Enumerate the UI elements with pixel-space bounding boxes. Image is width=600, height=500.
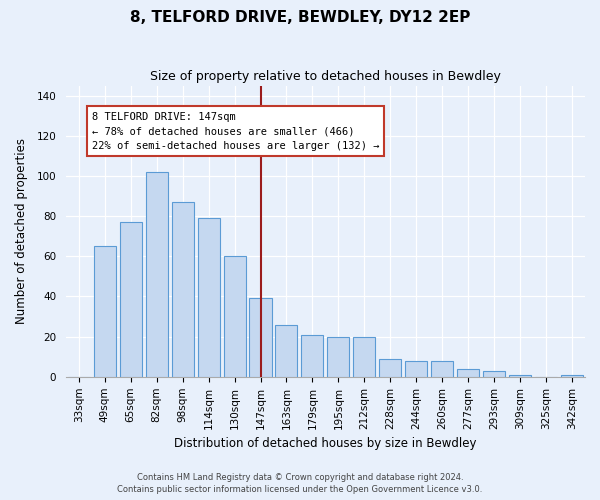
X-axis label: Distribution of detached houses by size in Bewdley: Distribution of detached houses by size …: [174, 437, 476, 450]
Bar: [353, 336, 376, 377]
Bar: [172, 202, 194, 377]
Text: Contains HM Land Registry data © Crown copyright and database right 2024.
Contai: Contains HM Land Registry data © Crown c…: [118, 473, 482, 494]
Bar: [328, 336, 349, 377]
Bar: [275, 324, 298, 377]
Bar: [483, 371, 505, 377]
Title: Size of property relative to detached houses in Bewdley: Size of property relative to detached ho…: [150, 70, 501, 83]
Bar: [431, 360, 453, 377]
Bar: [146, 172, 167, 377]
Bar: [224, 256, 245, 377]
Bar: [250, 298, 272, 377]
Bar: [197, 218, 220, 377]
Bar: [94, 246, 116, 377]
Text: 8 TELFORD DRIVE: 147sqm
← 78% of detached houses are smaller (466)
22% of semi-d: 8 TELFORD DRIVE: 147sqm ← 78% of detache…: [92, 112, 379, 152]
Bar: [405, 360, 427, 377]
Bar: [457, 369, 479, 377]
Bar: [561, 375, 583, 377]
Bar: [509, 375, 531, 377]
Y-axis label: Number of detached properties: Number of detached properties: [15, 138, 28, 324]
Bar: [379, 358, 401, 377]
Bar: [119, 222, 142, 377]
Text: 8, TELFORD DRIVE, BEWDLEY, DY12 2EP: 8, TELFORD DRIVE, BEWDLEY, DY12 2EP: [130, 10, 470, 25]
Bar: [301, 334, 323, 377]
